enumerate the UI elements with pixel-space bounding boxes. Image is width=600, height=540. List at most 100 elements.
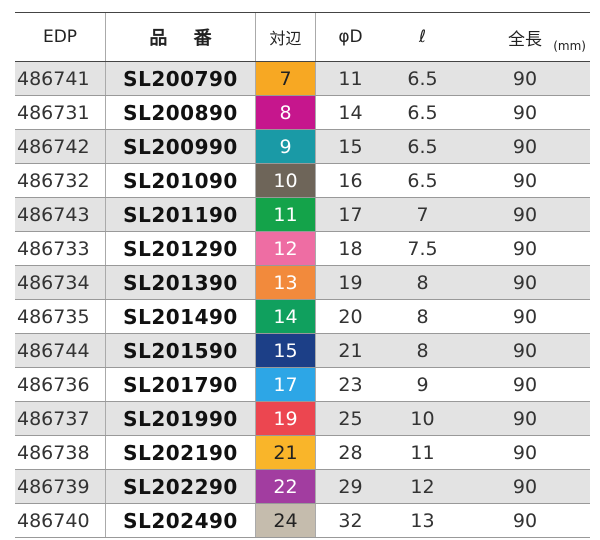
total-length-cell: 90 bbox=[512, 101, 538, 124]
header-length-label: 全長 bbox=[508, 29, 542, 50]
size-swatch-cell: 13 bbox=[255, 266, 315, 299]
table-row: 486739 SL202290 22 29 12 90 bbox=[15, 470, 590, 504]
size-swatch-cell: 19 bbox=[255, 402, 315, 435]
ell-cell: 6.5 bbox=[407, 169, 438, 192]
ell-cell: 8 bbox=[416, 305, 429, 328]
diameter-cell: 11 bbox=[315, 62, 385, 95]
header-part-no: 品 番 bbox=[105, 13, 255, 61]
diameter-cell: 18 bbox=[315, 232, 385, 265]
edp-cell: 486740 bbox=[17, 509, 90, 532]
part-number-cell: SL202190 bbox=[105, 436, 255, 469]
total-length-cell: 90 bbox=[512, 271, 538, 294]
spec-table: EDP 品 番 対辺 φD ℓ 全長 (mm) 486741 SL200790 7 1… bbox=[15, 12, 590, 538]
edp-cell: 486742 bbox=[17, 135, 90, 158]
part-number-cell: SL201490 bbox=[105, 300, 255, 333]
edp-cell: 486736 bbox=[17, 373, 90, 396]
diameter-cell: 17 bbox=[315, 198, 385, 231]
part-number-cell: SL202490 bbox=[105, 504, 255, 537]
total-length-cell: 90 bbox=[512, 475, 538, 498]
table-row: 486732 SL201090 10 16 6.5 90 bbox=[15, 164, 590, 198]
table-row: 486741 SL200790 7 11 6.5 90 bbox=[15, 62, 590, 96]
size-swatch-cell: 22 bbox=[255, 470, 315, 503]
part-number-cell: SL201090 bbox=[105, 164, 255, 197]
diameter-cell: 25 bbox=[315, 402, 385, 435]
table-row: 486733 SL201290 12 18 7.5 90 bbox=[15, 232, 590, 266]
diameter-cell: 23 bbox=[315, 368, 385, 401]
part-number-cell: SL201290 bbox=[105, 232, 255, 265]
size-swatch-cell: 10 bbox=[255, 164, 315, 197]
diameter-cell: 20 bbox=[315, 300, 385, 333]
part-number-cell: SL200990 bbox=[105, 130, 255, 163]
table-row: 486738 SL202190 21 28 11 90 bbox=[15, 436, 590, 470]
size-swatch-cell: 24 bbox=[255, 504, 315, 537]
edp-cell: 486738 bbox=[17, 441, 90, 464]
size-swatch-cell: 9 bbox=[255, 130, 315, 163]
ell-cell: 7.5 bbox=[407, 237, 438, 260]
edp-cell: 486744 bbox=[17, 339, 90, 362]
diameter-cell: 29 bbox=[315, 470, 385, 503]
table-row: 486740 SL202490 24 32 13 90 bbox=[15, 504, 590, 538]
ell-cell: 6.5 bbox=[407, 101, 438, 124]
table-row: 486744 SL201590 15 21 8 90 bbox=[15, 334, 590, 368]
part-number-cell: SL200890 bbox=[105, 96, 255, 129]
size-swatch-cell: 21 bbox=[255, 436, 315, 469]
ell-cell: 6.5 bbox=[407, 67, 438, 90]
total-length-cell: 90 bbox=[512, 407, 538, 430]
size-swatch-cell: 17 bbox=[255, 368, 315, 401]
total-length-cell: 90 bbox=[512, 169, 538, 192]
size-swatch-cell: 7 bbox=[255, 62, 315, 95]
edp-cell: 486734 bbox=[17, 271, 90, 294]
table-row: 486735 SL201490 14 20 8 90 bbox=[15, 300, 590, 334]
diameter-cell: 19 bbox=[315, 266, 385, 299]
header-unit: (mm) bbox=[553, 39, 586, 53]
part-number-cell: SL201190 bbox=[105, 198, 255, 231]
diameter-cell: 32 bbox=[315, 504, 385, 537]
ell-cell: 7 bbox=[416, 203, 429, 226]
size-swatch-cell: 11 bbox=[255, 198, 315, 231]
total-length-cell: 90 bbox=[512, 67, 538, 90]
header-phi-d: φD bbox=[315, 13, 385, 61]
edp-cell: 486737 bbox=[17, 407, 90, 430]
total-length-cell: 90 bbox=[512, 305, 538, 328]
table-row: 486737 SL201990 19 25 10 90 bbox=[15, 402, 590, 436]
edp-cell: 486741 bbox=[17, 67, 90, 90]
table-row: 486742 SL200990 9 15 6.5 90 bbox=[15, 130, 590, 164]
ell-cell: 10 bbox=[410, 407, 435, 430]
size-swatch-cell: 12 bbox=[255, 232, 315, 265]
ell-cell: 6.5 bbox=[407, 135, 438, 158]
diameter-cell: 16 bbox=[315, 164, 385, 197]
size-swatch-cell: 15 bbox=[255, 334, 315, 367]
edp-cell: 486732 bbox=[17, 169, 90, 192]
edp-cell: 486743 bbox=[17, 203, 90, 226]
edp-cell: 486731 bbox=[17, 101, 90, 124]
table-row: 486736 SL201790 17 23 9 90 bbox=[15, 368, 590, 402]
total-length-cell: 90 bbox=[512, 373, 538, 396]
header-edp: EDP bbox=[42, 27, 78, 47]
part-number-cell: SL201790 bbox=[105, 368, 255, 401]
table-row: 486731 SL200890 8 14 6.5 90 bbox=[15, 96, 590, 130]
ell-cell: 11 bbox=[410, 441, 435, 464]
total-length-cell: 90 bbox=[512, 135, 538, 158]
diameter-cell: 21 bbox=[315, 334, 385, 367]
size-swatch-cell: 8 bbox=[255, 96, 315, 129]
total-length-cell: 90 bbox=[512, 509, 538, 532]
header-length: 全長 (mm) bbox=[460, 13, 590, 61]
edp-cell: 486739 bbox=[17, 475, 90, 498]
total-length-cell: 90 bbox=[512, 203, 538, 226]
diameter-cell: 15 bbox=[315, 130, 385, 163]
ell-cell: 12 bbox=[410, 475, 435, 498]
table-row: 486743 SL201190 11 17 7 90 bbox=[15, 198, 590, 232]
diameter-cell: 14 bbox=[315, 96, 385, 129]
edp-cell: 486735 bbox=[17, 305, 90, 328]
header-ell: ℓ bbox=[418, 27, 427, 47]
part-number-cell: SL201990 bbox=[105, 402, 255, 435]
header-size: 対辺 bbox=[255, 13, 315, 61]
total-length-cell: 90 bbox=[512, 441, 538, 464]
header-row: EDP 品 番 対辺 φD ℓ 全長 (mm) bbox=[15, 12, 590, 62]
ell-cell: 9 bbox=[416, 373, 429, 396]
size-swatch-cell: 14 bbox=[255, 300, 315, 333]
diameter-cell: 28 bbox=[315, 436, 385, 469]
ell-cell: 8 bbox=[416, 271, 429, 294]
ell-cell: 8 bbox=[416, 339, 429, 362]
part-number-cell: SL201390 bbox=[105, 266, 255, 299]
